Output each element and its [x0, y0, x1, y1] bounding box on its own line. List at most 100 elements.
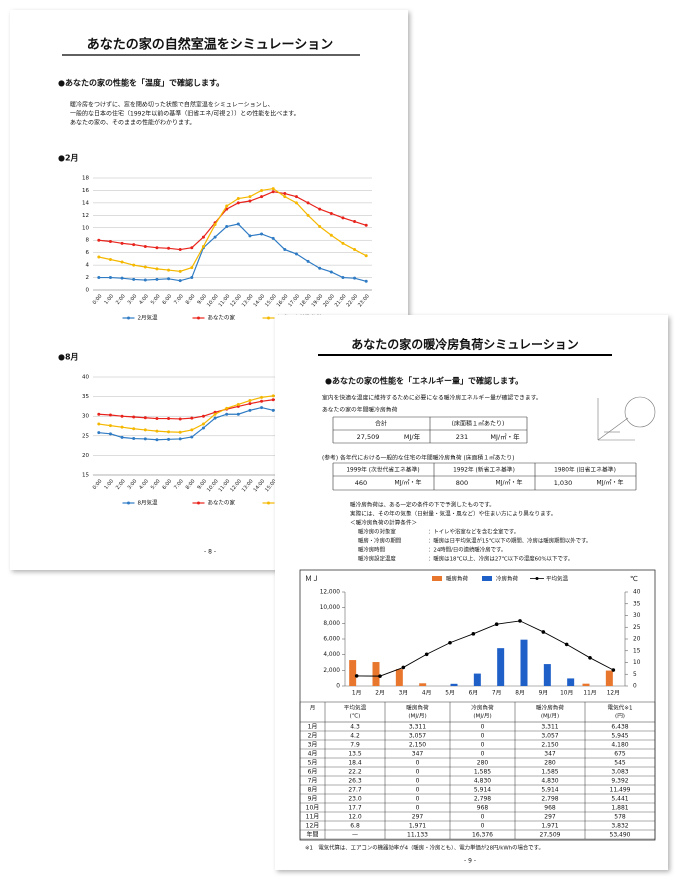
table-cell: 0	[416, 777, 420, 784]
x-tick-label: 4:00	[138, 293, 150, 305]
data-point	[178, 430, 182, 434]
data-point	[518, 619, 522, 623]
table-cell: 年間	[306, 830, 318, 838]
table-cell: 22.2	[348, 768, 362, 775]
data-point	[271, 408, 275, 412]
table-cell: 4,830	[541, 777, 558, 784]
table-cell: 5月	[308, 759, 318, 766]
data-point	[306, 259, 310, 263]
data-point	[588, 656, 592, 660]
note-line: 実際には、その年の気象（日射量・気温・風など）や住まい方により異なります。	[350, 510, 556, 518]
bar	[419, 683, 427, 686]
table-cell: 3,057	[541, 732, 558, 739]
y2-tick-label: 15	[633, 648, 641, 654]
table-cell: 4.2	[350, 732, 360, 739]
x-tick-label: 4月	[422, 690, 432, 697]
x-tick-label: 5:00	[150, 293, 162, 305]
table-cell: 347	[544, 750, 556, 757]
data-point	[167, 268, 171, 272]
x-tick-label: 7月	[492, 690, 502, 697]
data-point	[248, 402, 252, 406]
table-cell: 12.0	[348, 813, 362, 820]
data-point	[201, 414, 205, 418]
condition-label: 暖房・冷房の期間	[358, 537, 401, 545]
data-point	[225, 204, 229, 208]
data-point	[260, 406, 264, 410]
bar	[520, 639, 528, 686]
data-point	[401, 665, 406, 670]
data-point	[132, 415, 136, 419]
x-tick-label: 1月	[352, 690, 362, 697]
x-tick-label: 2:00	[115, 293, 127, 305]
table-cell: 3,832	[611, 822, 628, 829]
table-header: 1980年 (旧省エネ基準)	[554, 466, 616, 474]
data-point	[190, 416, 194, 420]
data-point	[132, 277, 136, 281]
page-sheet	[275, 315, 668, 870]
legend-label: 冷房負荷	[496, 575, 519, 583]
x-tick-label: 9:00	[196, 293, 208, 305]
data-point	[178, 269, 182, 273]
legend-marker	[127, 501, 130, 505]
data-point	[97, 412, 101, 416]
x-tick-label: 2:00	[115, 478, 127, 490]
data-point	[108, 432, 112, 436]
table-cell: 5,945	[611, 732, 628, 739]
data-point	[97, 422, 101, 426]
table-cell: 6.8	[350, 822, 360, 829]
data-point	[97, 276, 101, 280]
table-cell: 675	[614, 750, 626, 757]
data-point	[271, 236, 275, 240]
data-point	[132, 427, 136, 431]
data-point	[306, 201, 310, 205]
data-point	[143, 265, 147, 269]
data-point	[283, 192, 287, 196]
data-point	[190, 276, 194, 280]
table-cell: MJ/㎡・年	[490, 432, 520, 441]
legend-label: あなたの家	[208, 499, 236, 507]
table-cell: 0	[481, 741, 485, 748]
data-point	[236, 197, 240, 201]
data-point	[318, 207, 322, 211]
legend-label: 平均気温	[546, 575, 569, 583]
table-header: (円)	[615, 713, 625, 720]
table-cell: 1月	[308, 723, 318, 730]
table-cell: 3,057	[409, 732, 426, 739]
table-header: 1999年 (次世代省エネ基準)	[346, 466, 419, 474]
page-title: あなたの家の暖冷房負荷シミュレーション	[351, 337, 579, 352]
table-cell: 0	[416, 768, 420, 775]
table-cell: 968	[544, 804, 556, 811]
conditions-title: ＜暖冷房負荷の計算条件＞	[350, 519, 417, 527]
data-point	[225, 225, 229, 229]
page-9: あなたの家の暖冷房負荷シミュレーション ●あなたの家の性能を「エネルギー量」で確認…	[275, 315, 668, 870]
data-point	[564, 642, 569, 647]
data-point	[213, 412, 217, 416]
y2-tick-label: 20	[633, 637, 641, 643]
y-tick-label: 40	[82, 375, 89, 381]
data-point	[225, 412, 229, 416]
legend-marker	[197, 501, 200, 505]
data-point	[225, 406, 229, 410]
condition-text: ：24時間/日の連続暖冷房です。	[428, 546, 506, 554]
x-tick-label: 1:00	[103, 478, 115, 490]
table-cell: 0	[481, 822, 485, 829]
data-point	[354, 674, 359, 678]
data-point	[329, 233, 333, 237]
table-cell: MJ/㎡・年	[395, 479, 422, 487]
legend-marker	[267, 316, 270, 320]
table-cell: 2,798	[541, 795, 558, 802]
y-tick-label: 35	[82, 394, 89, 400]
table-cell: 4,830	[474, 777, 491, 784]
table-cell: 3,311	[541, 723, 558, 730]
data-point	[353, 220, 357, 224]
x-tick-label: 0:00	[92, 293, 104, 305]
data-point	[201, 235, 205, 239]
data-point	[120, 435, 124, 439]
table-header: (床面積１㎡あたり)	[452, 420, 505, 428]
table-cell: 18.4	[348, 759, 362, 766]
bar	[497, 648, 505, 686]
x-tick-label: 1:00	[103, 293, 115, 305]
table-cell: 11,133	[407, 831, 428, 838]
table-cell: MJ/㎡・年	[597, 479, 624, 487]
